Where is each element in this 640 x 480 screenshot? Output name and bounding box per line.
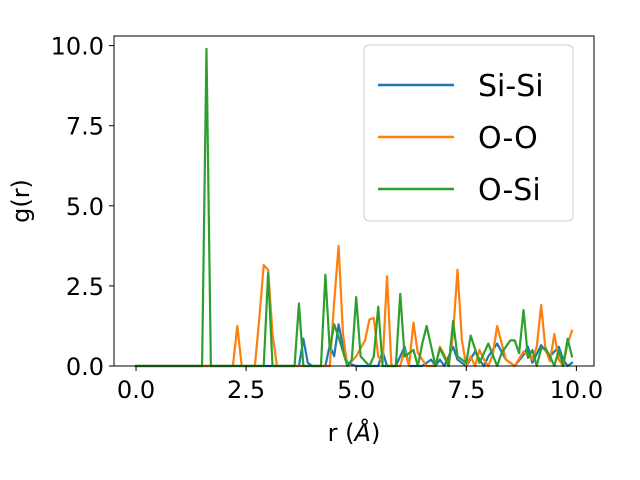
plot-frame [113,35,595,367]
y-tick-label: 10.0 [51,33,104,61]
x-tick-label: 7.5 [447,376,485,404]
legend-box [363,44,574,222]
x-tick-label: 10.0 [550,376,603,404]
y-axis: 0.0 2.5 5.0 7.5 10.0 [51,33,114,381]
x-tick-label: 0.0 [117,376,155,404]
y-axis-label: g(r) [7,179,35,223]
legend: Si-Si O-O O-Si [363,44,574,222]
y-tick-label: 0.0 [66,353,104,381]
x-axis-label: r (Å) [328,418,381,447]
y-tick-label: 5.0 [66,193,104,221]
x-tick-label: 5.0 [337,376,375,404]
y-tick-label: 7.5 [66,113,104,141]
legend-label-o-si: O-Si [478,173,541,208]
legend-label-o-o: O-O [478,121,538,156]
x-axis-label-symbol: Å [353,418,371,447]
legend-label-si-si: Si-Si [478,69,544,104]
legend-entries: Si-Si O-O O-Si [378,69,544,208]
y-tick-label: 2.5 [66,273,104,301]
x-tick-label: 2.5 [227,376,265,404]
x-axis: 0.0 2.5 5.0 7.5 10.0 [117,366,603,404]
